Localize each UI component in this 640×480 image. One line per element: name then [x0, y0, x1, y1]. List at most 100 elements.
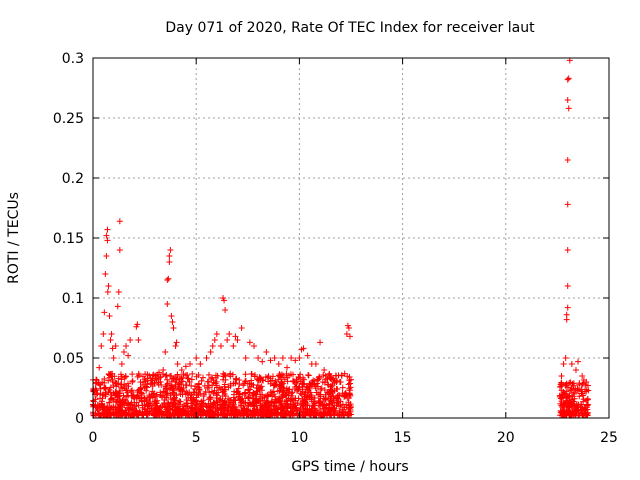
data-point — [135, 411, 142, 418]
data-point — [326, 389, 333, 396]
data-point — [190, 407, 197, 414]
data-point — [199, 374, 206, 381]
data-point — [231, 388, 238, 395]
data-point — [301, 380, 308, 387]
data-point — [184, 402, 191, 409]
data-point — [227, 373, 234, 380]
data-point — [246, 389, 253, 396]
data-point — [164, 301, 171, 307]
data-point — [564, 76, 571, 83]
data-point — [120, 392, 127, 399]
y-tick-labels: 0 0.05 0.1 0.15 0.2 0.25 0.3 — [53, 51, 84, 427]
data-point — [205, 371, 212, 378]
data-point — [179, 391, 186, 398]
data-point — [345, 381, 352, 388]
data-point — [245, 393, 252, 400]
data-point — [576, 393, 583, 400]
data-point — [216, 402, 223, 409]
data-point — [162, 349, 169, 355]
data-point — [150, 371, 157, 378]
data-point — [147, 394, 154, 401]
data-point — [236, 381, 243, 388]
data-point — [346, 385, 353, 392]
data-point — [224, 411, 231, 418]
data-point — [325, 381, 332, 388]
data-point — [291, 403, 298, 410]
data-point — [232, 333, 239, 340]
data-point — [563, 380, 570, 387]
data-point — [229, 403, 236, 410]
data-point — [118, 411, 125, 418]
data-point — [176, 384, 183, 391]
y-tick-label: 0.15 — [53, 231, 84, 247]
data-point — [103, 253, 110, 259]
data-point — [136, 386, 143, 393]
data-point — [250, 395, 257, 402]
data-point — [339, 408, 346, 415]
data-point — [568, 403, 575, 410]
data-point — [259, 391, 266, 398]
data-point — [565, 75, 572, 82]
data-point — [230, 343, 237, 349]
data-point — [341, 391, 348, 397]
data-point — [347, 384, 354, 391]
data-point — [167, 247, 174, 253]
data-point — [272, 396, 279, 403]
data-point — [116, 247, 123, 253]
data-point — [232, 379, 239, 386]
data-point — [310, 411, 317, 418]
data-point — [345, 325, 352, 331]
data-point — [346, 333, 353, 340]
data-point — [323, 402, 330, 409]
data-point — [575, 358, 582, 365]
data-point — [293, 376, 300, 383]
data-point — [152, 407, 159, 414]
data-point — [222, 404, 229, 411]
data-point — [186, 378, 193, 385]
data-point — [273, 381, 280, 388]
data-point — [564, 304, 571, 311]
data-point — [189, 370, 196, 377]
data-point — [568, 361, 575, 367]
data-point — [167, 373, 174, 380]
data-point — [284, 404, 291, 411]
data-point — [166, 386, 173, 393]
data-point — [340, 411, 347, 418]
data-point — [109, 378, 116, 385]
data-point — [570, 398, 577, 405]
data-point — [216, 396, 223, 403]
data-point — [257, 374, 264, 381]
data-point — [135, 337, 142, 343]
data-point — [110, 396, 117, 403]
data-point — [158, 408, 165, 415]
x-tick-label: 5 — [192, 430, 201, 446]
data-point — [583, 397, 590, 404]
data-point — [201, 409, 208, 416]
data-point — [98, 401, 105, 408]
data-point — [342, 392, 349, 399]
data-point — [175, 410, 182, 417]
data-point — [187, 361, 194, 367]
data-point — [345, 399, 352, 406]
data-point — [257, 402, 264, 409]
data-point — [195, 381, 202, 388]
data-point — [105, 408, 112, 415]
x-tick-label: 25 — [600, 430, 618, 446]
data-point — [564, 201, 571, 208]
data-point — [329, 399, 336, 406]
data-point — [138, 391, 145, 398]
data-point — [567, 379, 574, 386]
data-point — [321, 367, 328, 373]
data-point — [563, 394, 570, 401]
data-point — [178, 367, 185, 373]
plot-frame — [92, 57, 610, 419]
data-point — [325, 371, 332, 378]
data-point — [220, 389, 227, 396]
data-point — [280, 411, 287, 418]
data-point — [164, 390, 171, 397]
data-point — [122, 373, 129, 380]
data-point — [345, 412, 352, 419]
data-point — [346, 391, 353, 398]
data-point — [240, 406, 247, 413]
data-point — [116, 403, 123, 410]
